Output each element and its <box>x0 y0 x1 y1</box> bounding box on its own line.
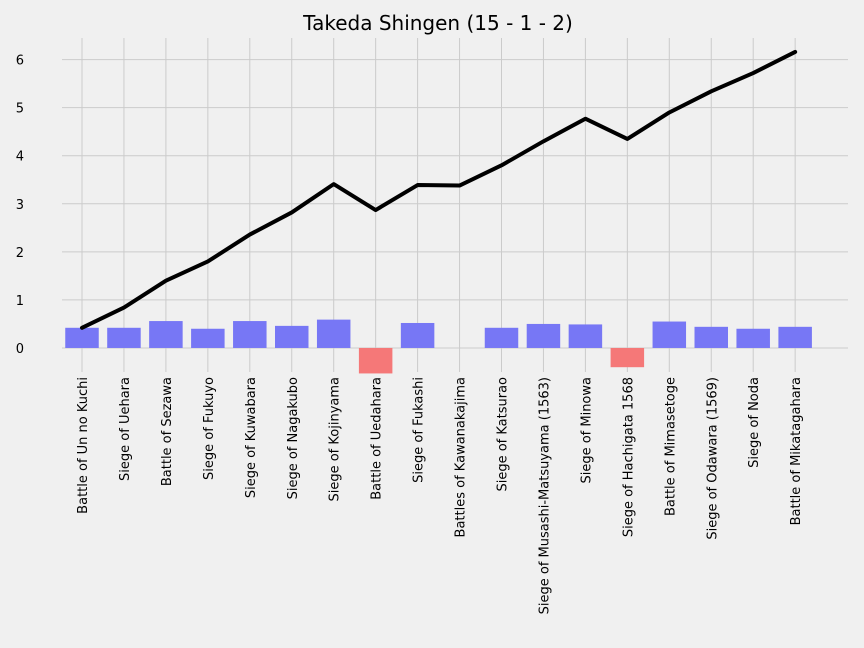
x-tick-label: Battle of Mimasetoge <box>663 377 678 516</box>
x-tick-label: Battle of Mikatagahara <box>789 377 804 525</box>
x-tick-label: Siege of Musashi-Matsuyama (1563) <box>537 377 552 614</box>
y-tick-label: 5 <box>16 102 24 117</box>
x-tick-label: Siege of Odawara (1569) <box>705 377 720 540</box>
y-axis-ticks: 0 1 2 3 4 5 6 <box>16 54 24 357</box>
y-tick-label: 2 <box>16 246 24 261</box>
x-tick-label: Siege of Katsurao <box>496 377 511 492</box>
x-tick-label: Siege of Noda <box>747 377 762 468</box>
y-tick-label: 1 <box>16 294 24 309</box>
x-tick-label: Siege of Fukuyo <box>202 377 217 480</box>
bars-layer <box>65 319 812 374</box>
bar <box>191 328 225 348</box>
cumulative-line <box>80 49 798 330</box>
y-tick-label: 4 <box>16 150 24 165</box>
x-tick-label: Battle of Un no Kuchi <box>76 377 91 514</box>
bar <box>65 327 99 348</box>
x-tick-label: Battle of Uedahara <box>370 377 385 500</box>
bar <box>275 325 309 348</box>
bar <box>358 347 393 374</box>
x-tick-label: Battle of Sezawa <box>160 377 175 486</box>
bar <box>400 322 435 348</box>
x-axis-ticks: Battle of Un no Kuchi Siege of Uehara Batt… <box>76 377 804 614</box>
x-tick-label: Battles of Kawanakajima <box>454 377 469 537</box>
x-tick-label: Siege of Kojinyama <box>328 377 343 502</box>
x-tick-label: Siege of Minowa <box>579 377 594 484</box>
bar <box>107 327 141 348</box>
x-tick-label: Siege of Uehara <box>118 377 133 481</box>
bar <box>149 321 183 348</box>
y-tick-label: 6 <box>16 54 24 69</box>
bar <box>778 326 812 348</box>
bar <box>610 347 645 368</box>
bar <box>652 321 687 348</box>
bar <box>316 319 351 348</box>
bar <box>526 323 561 348</box>
bar <box>484 327 519 348</box>
x-tick-label: Siege of Kuwabara <box>244 377 259 498</box>
y-tick-label: 0 <box>16 342 24 357</box>
grid-layer <box>62 38 848 372</box>
x-tick-label: Siege of Fukashi <box>412 377 427 483</box>
bar <box>233 321 267 348</box>
x-tick-label: Siege of Nagakubo <box>286 377 301 499</box>
bar <box>694 326 728 348</box>
line-layer <box>80 49 798 330</box>
x-tick-label: Siege of Hachigata 1568 <box>621 377 636 537</box>
chart-title: Takeda Shingen (15 - 1 - 2) <box>302 11 573 35</box>
y-tick-label: 3 <box>16 198 24 213</box>
bar <box>568 324 603 348</box>
bar <box>736 328 770 348</box>
